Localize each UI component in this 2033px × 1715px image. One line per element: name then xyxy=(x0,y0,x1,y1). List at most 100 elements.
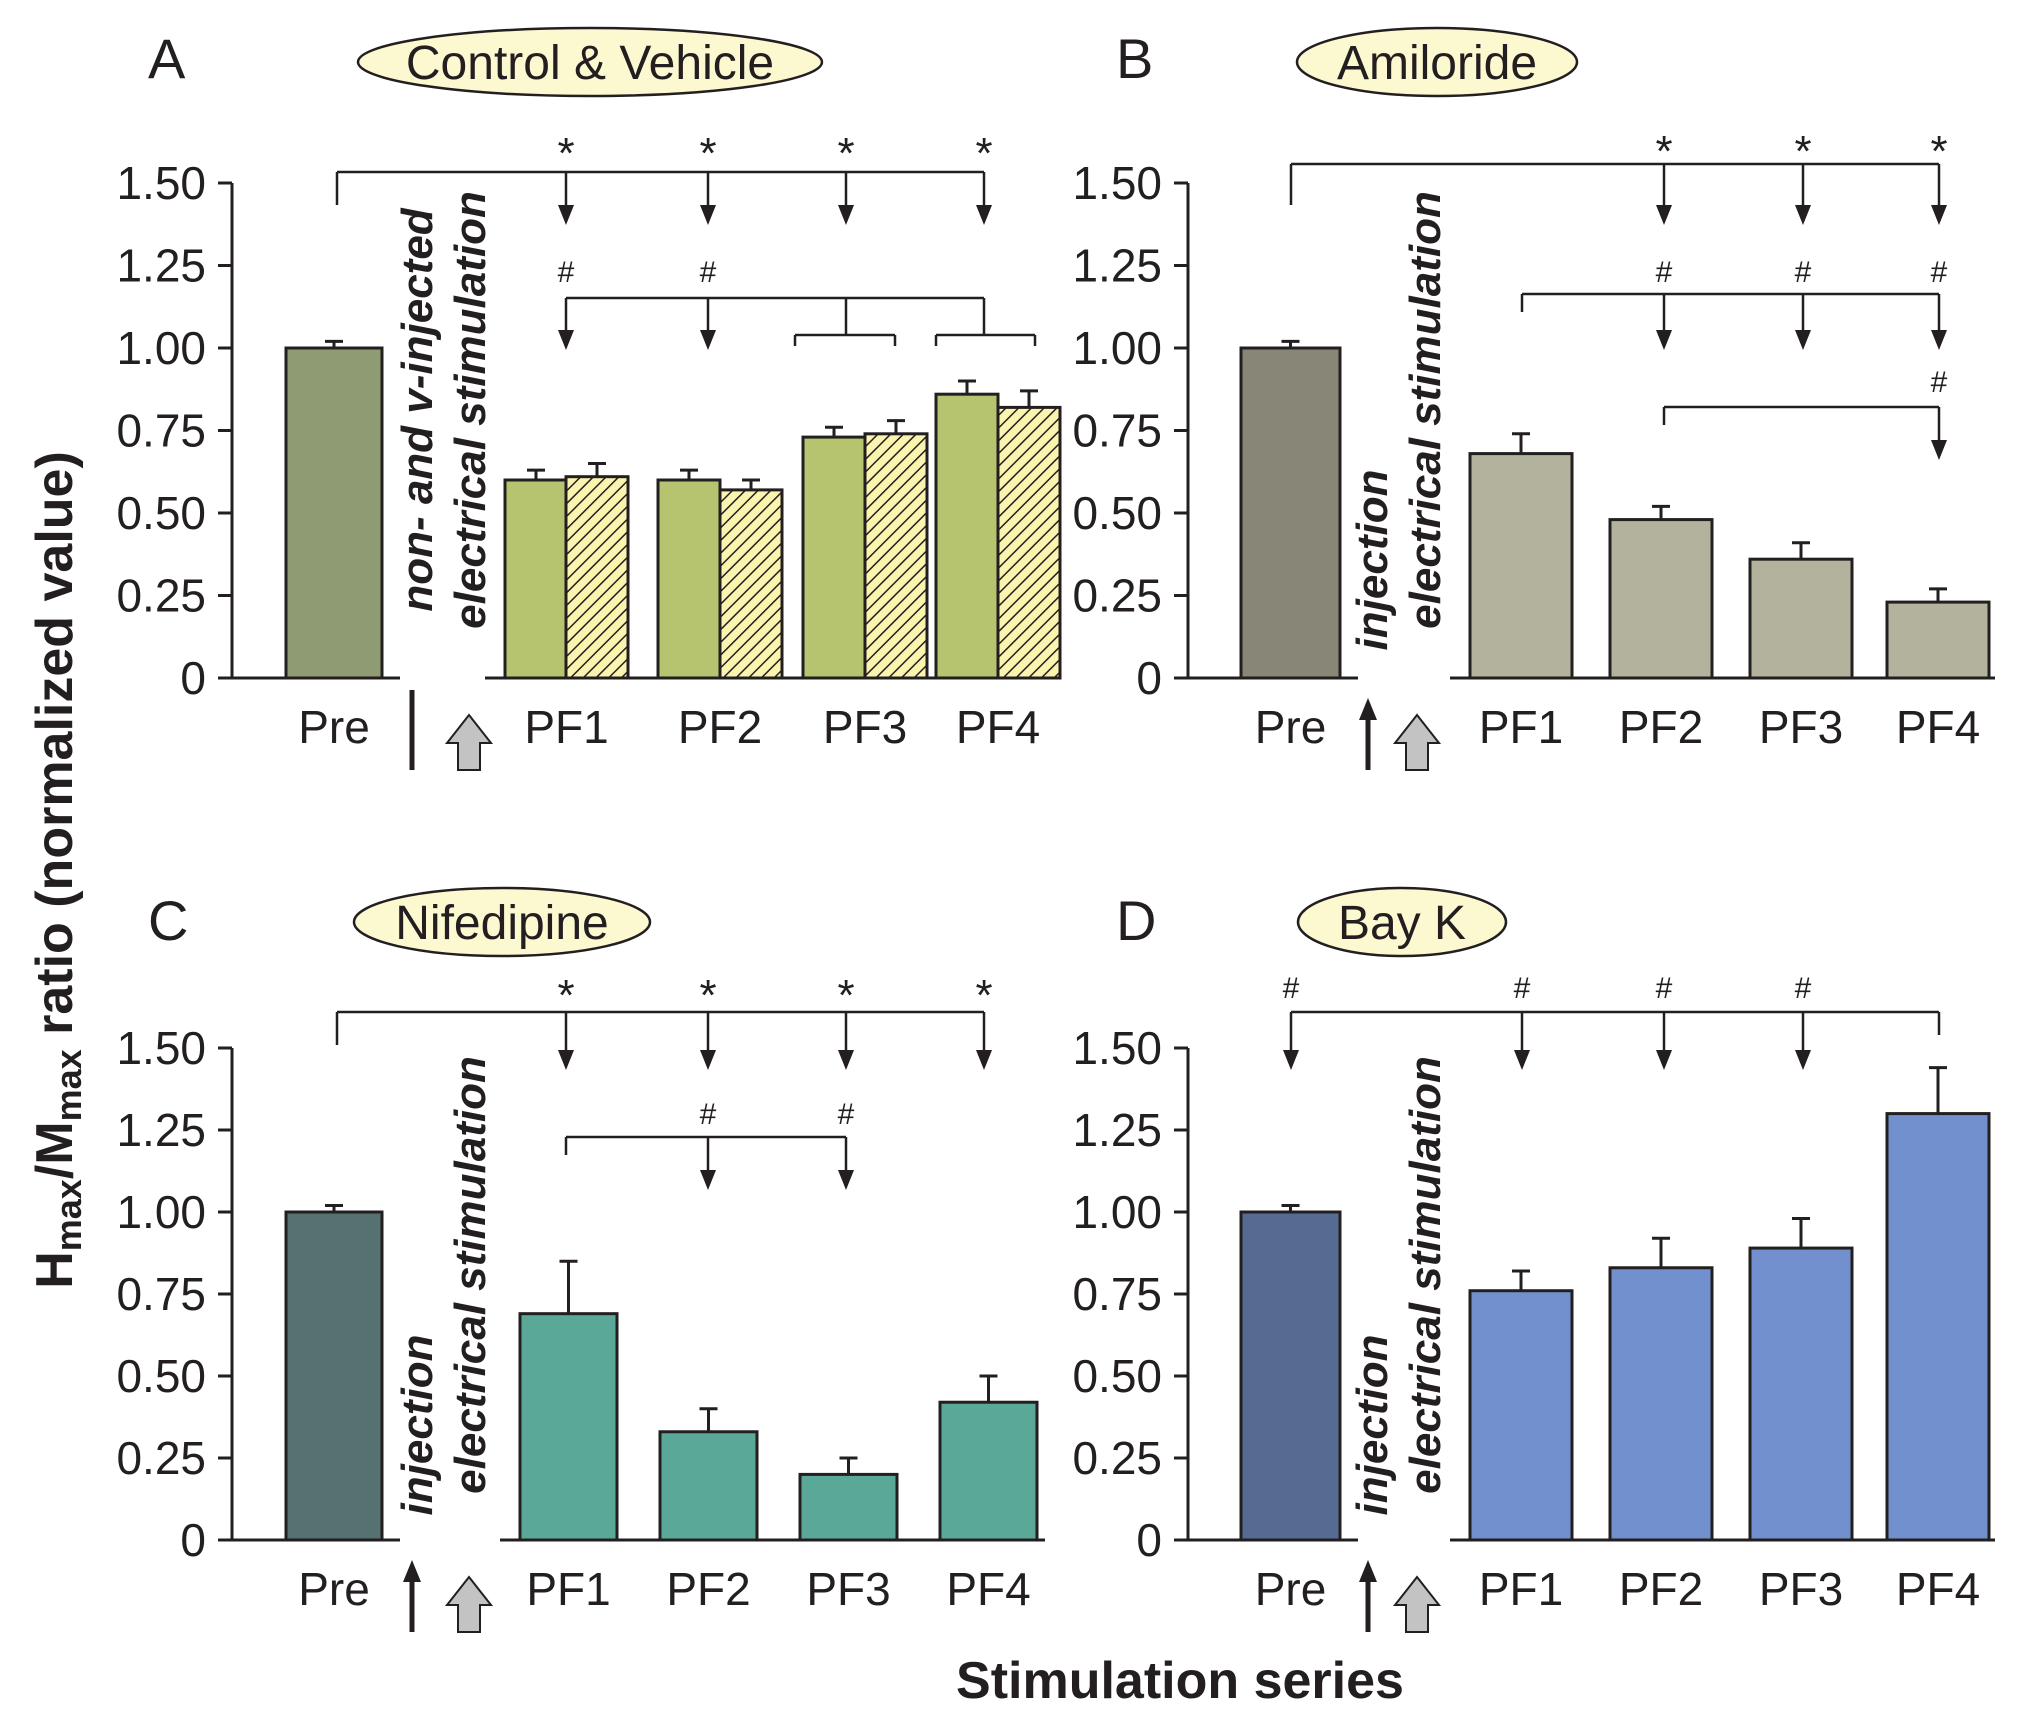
bar-pf1 xyxy=(1468,452,1574,680)
x-tick-label: PF2 xyxy=(1619,1563,1703,1615)
y-title-sub2: max xyxy=(48,1049,89,1121)
y-tick-label: 0.25 xyxy=(116,570,206,622)
vertical-label-1: injection xyxy=(1348,1335,1397,1516)
bar-pf4 xyxy=(1885,1112,1991,1542)
bar-pf3 xyxy=(798,1472,899,1542)
x-tick-label: Pre xyxy=(298,701,370,753)
bar-pf4 xyxy=(1885,600,1991,680)
y-tick-label: 0.25 xyxy=(1072,570,1162,622)
sig-hash: # xyxy=(1656,256,1673,289)
x-tick-label: PF3 xyxy=(1759,1563,1843,1615)
panel-a: A Control & Vehicle 0 0.25 0.50 0.75 1.00 1.2… xyxy=(116,26,1062,771)
sig-hash: # xyxy=(1931,256,1948,289)
significance-brackets: * * * * # # xyxy=(335,129,1037,350)
sig-hash: # xyxy=(1931,366,1948,399)
x-tick-label: PF4 xyxy=(946,1563,1030,1615)
x-tick-label: PF1 xyxy=(526,1563,610,1615)
sig-hash: # xyxy=(838,1098,855,1131)
x-tick-label: PF3 xyxy=(1759,701,1843,753)
y-tick-label: 1.25 xyxy=(1072,240,1162,292)
y-title-sub1: max xyxy=(48,1179,89,1251)
stimulation-arrow-icon xyxy=(1392,713,1442,771)
significance-brackets: * * * # # # # xyxy=(1289,127,1948,460)
x-tick-label: PF3 xyxy=(806,1563,890,1615)
bar-non-injected xyxy=(934,392,1000,680)
sig-hash: # xyxy=(1514,972,1531,1005)
sig-star: * xyxy=(1930,127,1947,176)
vertical-label-1: injection xyxy=(1348,470,1397,651)
vertical-label-2: electrical stimulation xyxy=(446,1056,495,1494)
injection-arrow-icon xyxy=(1359,1560,1377,1582)
injection-arrow-icon xyxy=(403,1560,421,1582)
bar-non-injected xyxy=(503,478,569,680)
bar-pf2 xyxy=(1608,1266,1714,1542)
panel-letter: A xyxy=(148,27,186,90)
y-tick-label: 1.00 xyxy=(1072,1186,1162,1238)
y-tick-label: 0.50 xyxy=(1072,487,1162,539)
sig-hash: # xyxy=(1795,972,1812,1005)
x-tick-label: PF3 xyxy=(823,701,907,753)
sig-star: * xyxy=(699,129,716,178)
bar-pf2 xyxy=(658,1430,759,1542)
y-title-rest: ratio (normalized value) xyxy=(26,451,84,1049)
panel-b: B Amiloride 0 0.25 0.50 0.75 1.00 1.25 1.50 Pr… xyxy=(1072,26,1995,771)
y-tick-label: 1.00 xyxy=(1072,322,1162,374)
y-tick-label: 0.75 xyxy=(1072,405,1162,457)
sig-hash: # xyxy=(1656,972,1673,1005)
sig-hash: # xyxy=(558,256,575,289)
x-tick-label: Pre xyxy=(298,1563,370,1615)
y-tick-label: 1.50 xyxy=(116,157,206,209)
stimulation-arrow-icon xyxy=(444,713,494,771)
bar-pre xyxy=(284,1210,384,1542)
panel-title-pill xyxy=(1295,26,1579,98)
panel-title-pill xyxy=(356,26,824,98)
x-tick-label: PF4 xyxy=(956,701,1040,753)
x-tick-label: PF4 xyxy=(1896,1563,1980,1615)
sig-hash: # xyxy=(700,1098,717,1131)
stimulation-arrow-icon xyxy=(444,1575,494,1633)
vertical-label-2: electrical stimulation xyxy=(1401,1056,1450,1494)
x-axis-title: Stimulation series xyxy=(956,1652,1404,1710)
y-tick-label: 0.75 xyxy=(116,1268,206,1320)
sig-hash: # xyxy=(1795,256,1812,289)
sig-star: * xyxy=(699,971,716,1020)
y-tick-label: 1.25 xyxy=(1072,1104,1162,1156)
x-tick-label: Pre xyxy=(1255,1563,1327,1615)
y-tick-label: 0 xyxy=(180,1514,206,1566)
panel-title-pill xyxy=(1296,886,1508,958)
y-tick-label: 0.75 xyxy=(1072,1268,1162,1320)
sig-star: * xyxy=(1794,127,1811,176)
panel-letter: D xyxy=(1116,889,1156,952)
y-tick-label: 0.50 xyxy=(1072,1350,1162,1402)
y-tick-label: 0 xyxy=(1136,652,1162,704)
y-axis-title: Hmax/Mmax ratio (normalized value) xyxy=(26,451,89,1289)
x-tick-label: PF1 xyxy=(524,701,608,753)
y-tick-label: 0.50 xyxy=(116,1350,206,1402)
panel-letter: B xyxy=(1116,27,1153,90)
sig-hash: # xyxy=(1283,972,1300,1005)
bar-pre xyxy=(1239,346,1342,680)
x-tick-label: Pre xyxy=(1255,701,1327,753)
sig-hash: # xyxy=(700,256,717,289)
x-tick-label: PF1 xyxy=(1479,701,1563,753)
bar-pf2 xyxy=(1608,518,1714,680)
y-tick-label: 0 xyxy=(180,652,206,704)
y-tick-label: 1.00 xyxy=(116,1186,206,1238)
bar-pf4 xyxy=(938,1400,1039,1542)
x-tick-label: PF4 xyxy=(1896,701,1980,753)
bar-pre xyxy=(284,346,384,680)
sig-star: * xyxy=(975,971,992,1020)
y-title-mid: /M xyxy=(26,1121,84,1179)
y-tick-label: 1.50 xyxy=(1072,157,1162,209)
panel-d: D Bay K 0 0.25 0.50 0.75 1.00 1.25 1.50 Pre PF1… xyxy=(1072,886,1995,1633)
x-tick-label: PF2 xyxy=(1619,701,1703,753)
significance-brackets: # # # # xyxy=(1283,972,1941,1070)
sig-star: * xyxy=(1655,127,1672,176)
vertical-label-1: non- and v-injected xyxy=(393,207,442,611)
panel-letter: C xyxy=(148,889,188,952)
bar-vehicle-injected xyxy=(863,432,929,680)
y-tick-label: 1.50 xyxy=(116,1022,206,1074)
bar-pre xyxy=(1239,1210,1342,1542)
bar-vehicle-injected xyxy=(996,405,1062,680)
